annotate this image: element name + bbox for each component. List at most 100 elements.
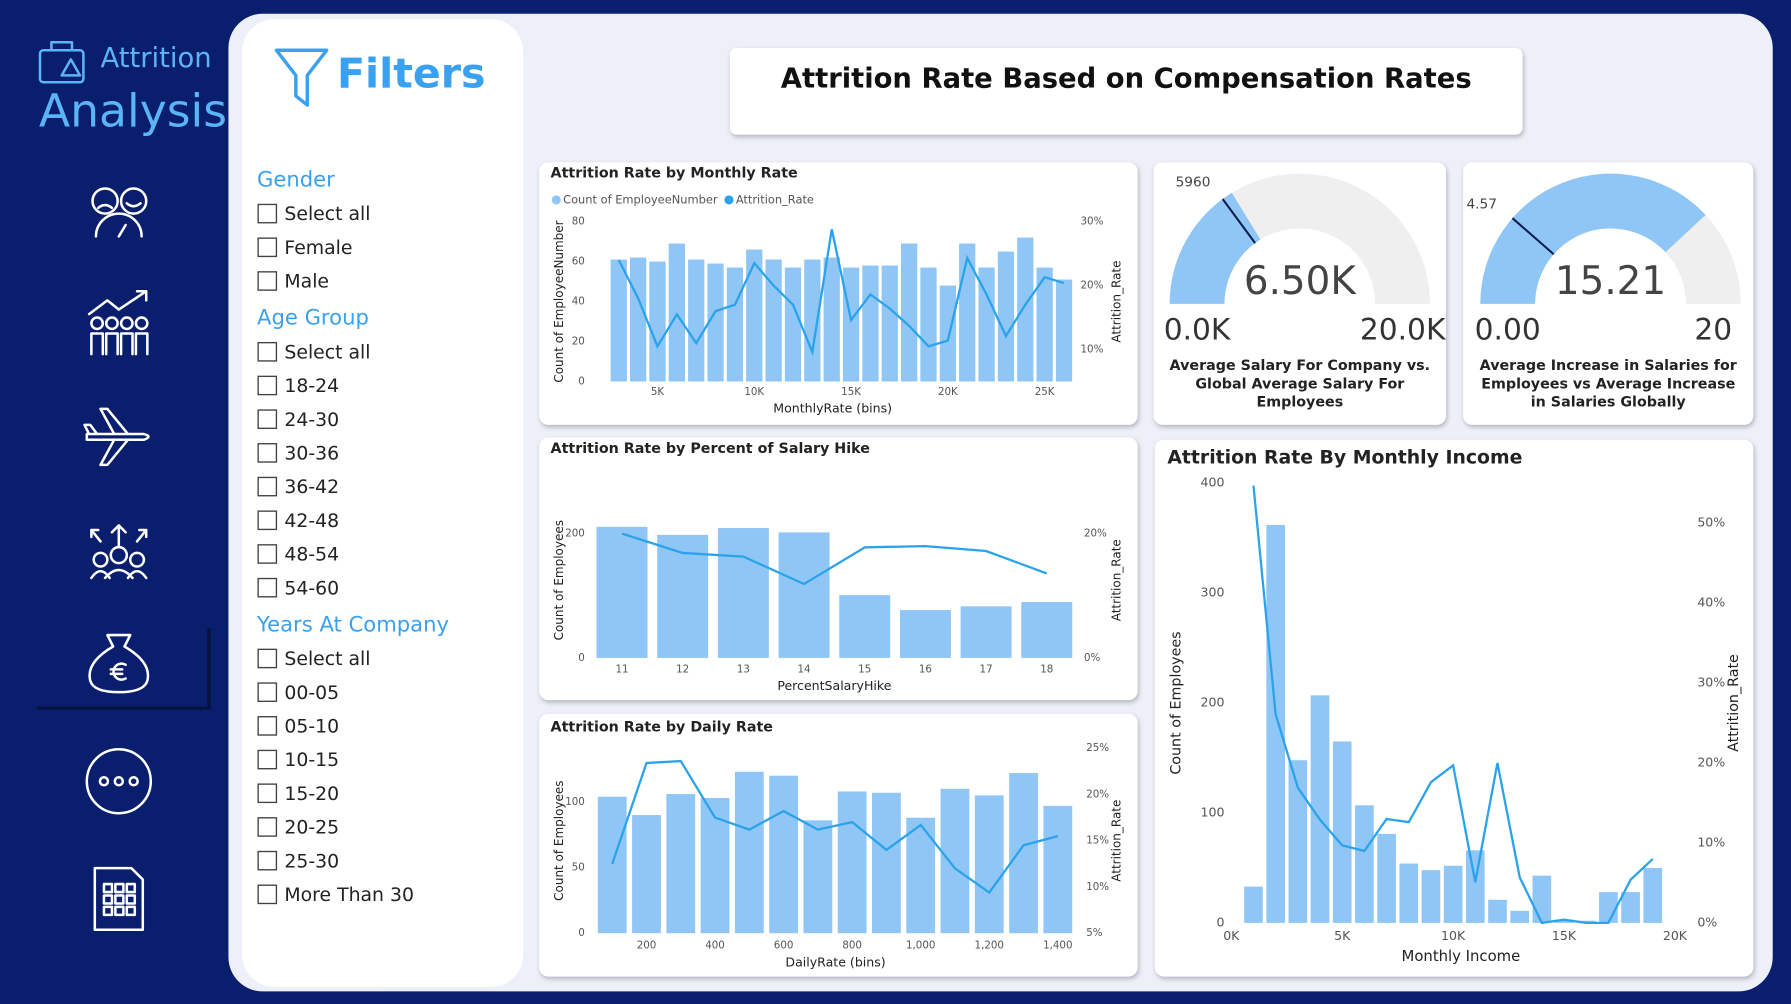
filter-option[interactable]: Female <box>257 237 352 259</box>
bar <box>997 251 1015 382</box>
bar <box>804 259 821 382</box>
gauge-title-box: Average Increase in Salaries for Employe… <box>1480 356 1737 410</box>
bar <box>872 792 901 934</box>
bar <box>881 265 898 382</box>
filter-option[interactable]: Select all <box>257 341 370 363</box>
bar <box>1244 886 1263 923</box>
x-tick-label: 600 <box>774 940 794 952</box>
checkbox[interactable] <box>257 375 278 396</box>
x-tick-label: 200 <box>637 940 657 952</box>
bar <box>899 610 951 658</box>
filter-option[interactable]: Male <box>257 271 329 293</box>
filter-option-label[interactable]: 18-24 <box>284 376 339 397</box>
x-tick-label: 1,200 <box>975 940 1004 952</box>
checkbox[interactable] <box>257 749 278 770</box>
nav-workforce[interactable] <box>87 290 149 356</box>
filter-option-label[interactable]: 15-20 <box>284 784 339 805</box>
y2-axis-label: Attrition_Rate <box>1110 261 1124 343</box>
nav-more[interactable] <box>85 748 153 815</box>
checkbox[interactable] <box>257 271 278 291</box>
filter-option-label[interactable]: Female <box>284 238 352 259</box>
gauge-target-label: 4.57 <box>1466 197 1496 213</box>
filter-option-label[interactable]: 36-42 <box>284 477 339 498</box>
filter-option[interactable]: 30-36 <box>257 443 339 465</box>
filter-option[interactable]: 48-54 <box>257 544 339 566</box>
nav-travel[interactable] <box>83 407 150 467</box>
x-tick-label: 15 <box>858 663 871 675</box>
checkbox[interactable] <box>257 577 278 598</box>
filter-option-label[interactable]: Male <box>284 272 329 293</box>
charts: Attrition Rate by Monthly Rate 5K 10K 15K 20… <box>539 162 1754 977</box>
filter-option-label[interactable]: Select all <box>284 204 370 225</box>
filter-option-label[interactable]: 05-10 <box>284 717 339 738</box>
checkbox[interactable] <box>257 817 278 837</box>
filter-option[interactable]: 42-48 <box>257 510 339 532</box>
y-tick-label: 0 <box>1216 914 1224 929</box>
filter-option[interactable]: 20-25 <box>257 817 339 839</box>
bar <box>837 791 867 934</box>
filter-option-label[interactable]: Select all <box>284 649 370 670</box>
filter-option[interactable]: More Than 30 <box>257 884 414 906</box>
bar <box>823 257 840 382</box>
gauge-target-label: 5960 <box>1176 174 1211 190</box>
chart-title: Attrition Rate by Percent of Salary Hike <box>551 441 870 457</box>
filter-option-label[interactable]: 10-15 <box>284 750 339 771</box>
nav-compensation[interactable] <box>88 633 150 694</box>
checkbox[interactable] <box>257 884 278 905</box>
filter-option-label[interactable]: Select all <box>284 342 370 363</box>
checkbox[interactable] <box>257 544 278 564</box>
checkbox[interactable] <box>257 341 278 362</box>
checkbox[interactable] <box>257 237 278 258</box>
checkbox[interactable] <box>257 443 278 463</box>
filter-option-label[interactable]: 42-48 <box>284 511 339 532</box>
checkbox[interactable] <box>257 409 278 430</box>
filter-option[interactable]: 00-05 <box>257 682 339 704</box>
checkbox[interactable] <box>257 682 278 703</box>
bar <box>1488 899 1507 923</box>
checkbox[interactable] <box>257 510 278 531</box>
filter-option[interactable]: Select all <box>257 203 370 225</box>
filter-option[interactable]: 36-42 <box>257 476 339 498</box>
bar <box>688 259 705 382</box>
filter-option[interactable]: Select all <box>257 648 370 670</box>
bar <box>1421 870 1441 923</box>
nav-calendar[interactable] <box>93 866 145 932</box>
filter-option[interactable]: 25-30 <box>257 850 339 872</box>
filter-option-label[interactable]: 30-36 <box>284 444 339 465</box>
bar <box>1017 237 1034 382</box>
nav-promotion[interactable] <box>90 524 148 580</box>
line <box>611 759 1059 895</box>
filter-option[interactable]: 15-20 <box>257 783 339 805</box>
filter-option-label[interactable]: 24-30 <box>284 410 339 431</box>
y2-tick-label: 10% <box>1697 834 1725 849</box>
checkbox[interactable] <box>257 648 278 669</box>
bar <box>784 267 802 382</box>
checkbox[interactable] <box>257 476 278 497</box>
checkbox[interactable] <box>257 783 278 804</box>
filter-option[interactable]: 54-60 <box>257 577 339 599</box>
filter-option-label[interactable]: More Than 30 <box>284 885 414 906</box>
bar <box>657 534 709 658</box>
checkbox[interactable] <box>257 716 278 736</box>
bar <box>920 267 937 382</box>
filter-option-label[interactable]: 48-54 <box>284 545 339 566</box>
bar <box>596 526 648 658</box>
filter-option-label[interactable]: 00-05 <box>284 683 339 704</box>
filter-option[interactable]: 10-15 <box>257 749 339 771</box>
filter-option-label[interactable]: 25-30 <box>284 851 339 872</box>
filter-option-label[interactable]: 54-60 <box>284 578 339 599</box>
filter-option-label[interactable]: 20-25 <box>284 818 339 839</box>
x-tick-label: 20K <box>938 386 958 398</box>
bar <box>862 265 879 382</box>
bar <box>1621 892 1640 923</box>
x-tick-label: 15K <box>841 386 861 398</box>
y2-tick-label: 20% <box>1081 280 1104 292</box>
filter-option[interactable]: 18-24 <box>257 375 339 397</box>
checkbox[interactable] <box>257 850 278 871</box>
filter-option[interactable]: 05-10 <box>257 716 339 738</box>
filter-option[interactable]: 24-30 <box>257 409 339 431</box>
nav-satisfaction[interactable] <box>91 187 148 238</box>
checkbox[interactable] <box>257 203 278 224</box>
